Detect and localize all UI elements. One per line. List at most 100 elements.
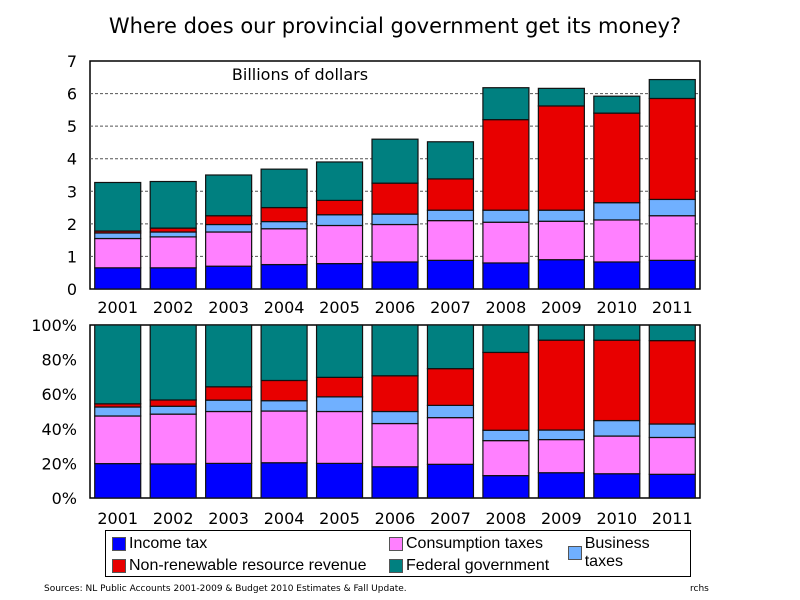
- top-chart-x-tick-label: 2004: [264, 298, 305, 317]
- bottom-chart-bar-income-tax-2007: [426, 463, 475, 499]
- top-chart-bar-consumption-taxes-2008: [482, 221, 530, 264]
- bottom-chart-bar-federal-government-2005: [315, 324, 364, 378]
- top-chart-bar-consumption-taxes-2010: [593, 219, 641, 263]
- top-chart-bar-business-taxes-2011: [648, 198, 696, 217]
- bottom-chart-y-tick-label: 0%: [52, 489, 77, 508]
- top-chart-bar-business-taxes-2001: [94, 232, 142, 240]
- top-chart-bar-consumption-taxes-2006: [371, 223, 419, 263]
- bottom-chart-bar-business-taxes-2006: [371, 410, 419, 425]
- top-chart-bar-consumption-taxes-2011: [648, 215, 696, 261]
- bottom-chart-bar-income-tax-2009: [537, 472, 585, 499]
- top-chart-bar-income-tax-2007: [426, 259, 475, 290]
- top-chart-bar-consumption-taxes-2007: [426, 220, 475, 261]
- legend-label: Business taxes: [584, 535, 650, 570]
- bottom-chart-bar-income-tax-2006: [371, 466, 419, 499]
- bottom-chart-bar-federal-government-2007: [426, 324, 475, 370]
- bottom-chart-bar-consumption-taxes-2007: [426, 417, 475, 465]
- top-chart-x-tick-label: 2010: [596, 298, 637, 317]
- bottom-chart-bar-federal-government-2004: [260, 324, 308, 382]
- top-chart-x-tick-label: 2011: [652, 298, 693, 317]
- bottom-chart-bar-business-taxes-2003: [205, 399, 253, 413]
- top-chart-bar-income-tax-2011: [648, 259, 696, 290]
- bottom-chart-bar-income-tax-2005: [315, 462, 364, 499]
- top-chart-bar-business-taxes-2002: [149, 231, 197, 238]
- bottom-chart-x-tick-label: 2009: [541, 509, 582, 528]
- bottom-chart-bar-federal-government-2011: [648, 324, 696, 342]
- top-chart-bar-federal-government-2010: [593, 95, 641, 114]
- bottom-chart-bar-consumption-taxes-2011: [648, 436, 696, 475]
- legend-label: Federal government: [406, 557, 550, 574]
- bottom-chart-bar-non-renewable-resource-revenue-2011: [648, 340, 696, 425]
- top-chart-bar-income-tax-2009: [537, 259, 585, 290]
- legend-item-income: Income tax: [112, 535, 207, 553]
- bottom-chart-x-tick-label: 2008: [486, 509, 527, 528]
- bottom-chart-x-tick-label: 2002: [153, 509, 194, 528]
- legend-label: Consumption taxes: [406, 535, 543, 552]
- top-chart-bar-consumption-taxes-2005: [315, 224, 364, 265]
- top-chart-bar-federal-government-2004: [260, 168, 308, 209]
- bottom-chart-bar-income-tax-2008: [482, 475, 530, 499]
- top-chart-bar-business-taxes-2005: [315, 214, 364, 227]
- bottom-chart-bar-non-renewable-resource-revenue-2010: [593, 339, 641, 422]
- top-chart-bar-non-renewable-resource-revenue-2003: [205, 215, 253, 226]
- legend-swatch: [568, 546, 582, 560]
- bottom-chart-bar-non-renewable-resource-revenue-2003: [205, 386, 253, 401]
- top-chart-bar-consumption-taxes-2004: [260, 228, 308, 266]
- top-chart-x-tick-label: 2005: [319, 298, 360, 317]
- top-chart-bar-federal-government-2006: [371, 138, 419, 184]
- bottom-chart-bar-income-tax-2011: [648, 473, 696, 499]
- bottom-chart-bar-federal-government-2010: [593, 324, 641, 341]
- bottom-chart-bar-consumption-taxes-2005: [315, 410, 364, 465]
- top-chart-y-tick-label: 0: [67, 280, 77, 299]
- bottom-chart-y-tick-label: 100%: [31, 316, 77, 335]
- top-chart-y-tick-label: 3: [67, 182, 77, 201]
- top-chart-bar-business-taxes-2004: [260, 220, 308, 230]
- top-chart-bar-federal-government-2003: [205, 174, 253, 217]
- bottom-chart-bar-non-renewable-resource-revenue-2008: [482, 351, 530, 431]
- signature: rchs: [690, 584, 709, 594]
- bottom-chart-bar-business-taxes-2008: [482, 429, 530, 442]
- top-chart-bar-federal-government-2007: [426, 141, 475, 180]
- top-chart-x-tick-label: 2003: [208, 298, 249, 317]
- bottom-chart-y-tick-label: 20%: [41, 454, 77, 473]
- top-chart-bar-business-taxes-2006: [371, 213, 419, 226]
- legend-swatch: [389, 559, 403, 573]
- top-chart-bar-income-tax-2001: [94, 267, 142, 290]
- bottom-chart-bar-consumption-taxes-2001: [94, 415, 142, 465]
- bottom-chart-bar-consumption-taxes-2008: [482, 440, 530, 477]
- bottom-chart-bar-non-renewable-resource-revenue-2007: [426, 368, 475, 406]
- top-chart-bar-federal-government-2011: [648, 78, 696, 100]
- legend-swatch: [389, 537, 403, 551]
- top-chart-bar-non-renewable-resource-revenue-2008: [482, 119, 530, 211]
- bottom-chart-x-tick-label: 2005: [319, 509, 360, 528]
- bottom-chart-bar-consumption-taxes-2003: [205, 410, 253, 465]
- legend-label: Non-renewable resource revenue: [129, 557, 367, 574]
- top-chart-bar-non-renewable-resource-revenue-2006: [371, 182, 419, 215]
- top-chart-x-tick-label: 2009: [541, 298, 582, 317]
- top-chart-bar-non-renewable-resource-revenue-2005: [315, 199, 364, 216]
- legend: Income tax Consumption taxes Business ta…: [105, 530, 691, 577]
- top-chart-bar-federal-government-2001: [94, 181, 142, 232]
- bottom-chart-bar-federal-government-2001: [94, 324, 142, 405]
- top-chart-x-tick-label: 2007: [430, 298, 471, 317]
- top-chart-x-tick-label: 2001: [97, 298, 138, 317]
- legend-item-consumption: Consumption taxes: [389, 535, 543, 553]
- top-chart-bar-business-taxes-2007: [426, 209, 475, 222]
- bottom-chart-bar-non-renewable-resource-revenue-2005: [315, 376, 364, 398]
- units-annotation: Billions of dollars: [232, 65, 368, 84]
- top-chart-bar-income-tax-2004: [260, 263, 308, 290]
- bottom-chart-y-tick-label: 80%: [41, 351, 77, 370]
- bottom-chart-bar-non-renewable-resource-revenue-2002: [149, 399, 197, 407]
- bottom-chart-bar-federal-government-2003: [205, 324, 253, 388]
- top-chart-x-tick-label: 2008: [486, 298, 527, 317]
- bottom-chart-bar-non-renewable-resource-revenue-2006: [371, 375, 419, 413]
- source-note: Sources: NL Public Accounts 2001-2009 & …: [44, 584, 407, 594]
- bottom-chart-x-tick-label: 2011: [652, 509, 693, 528]
- legend-item-business: Business taxes: [568, 535, 690, 571]
- legend-item-federal: Federal government: [389, 557, 549, 575]
- bottom-chart-bar-income-tax-2010: [593, 473, 641, 499]
- top-chart-bar-income-tax-2005: [315, 262, 364, 290]
- bottom-chart-bar-income-tax-2002: [149, 463, 197, 499]
- bottom-chart-bar-income-tax-2003: [205, 462, 253, 499]
